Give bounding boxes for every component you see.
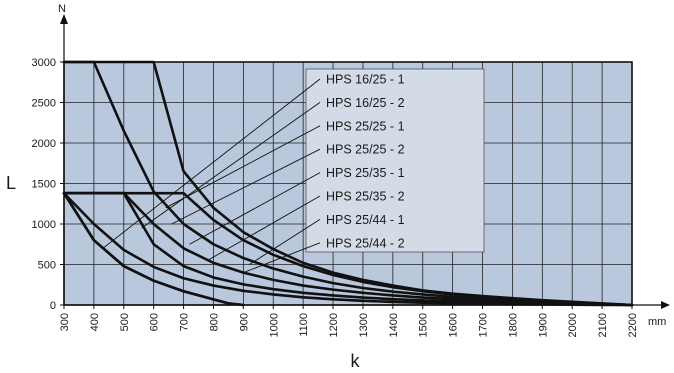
x-tick-label: 1000	[268, 313, 280, 337]
x-tick-label: 700	[179, 313, 191, 331]
x-tick-label: 2100	[597, 313, 609, 337]
legend-box	[305, 68, 485, 253]
y-tick-labels: 0 500 1000 1500 2000 2500 3000	[32, 57, 64, 312]
x-tick-label: 500	[119, 313, 131, 331]
y-axis-unit: N	[58, 3, 66, 15]
legend-label: HPS 25/25 - 1	[326, 119, 405, 133]
y-tick-label: 3000	[32, 57, 56, 69]
leader-line	[189, 172, 321, 245]
y-tick-label: 0	[50, 300, 56, 312]
legend: HPS 16/25 - 1 HPS 16/25 - 2 HPS 25/25 - 1 H…	[305, 68, 485, 253]
x-tick-label: 2200	[627, 313, 639, 337]
y-tick-label: 1000	[32, 219, 56, 231]
x-tick-label: 1900	[537, 313, 549, 337]
x-tick-label: 1700	[478, 313, 490, 337]
leader-line	[141, 102, 321, 229]
x-tick-label: 2000	[567, 313, 579, 337]
leader-line	[171, 148, 321, 225]
x-axis-unit: mm	[648, 316, 666, 328]
leader-line	[249, 219, 321, 265]
series-line	[62, 191, 634, 307]
x-tick-label: 600	[149, 313, 161, 331]
x-tick-label: 900	[238, 313, 250, 331]
y-axis-label: L	[6, 173, 16, 193]
series-line	[62, 191, 245, 307]
y-tick-label: 2500	[32, 98, 56, 110]
x-tick-label: 1600	[448, 313, 460, 337]
x-tick-label: 1300	[358, 313, 370, 337]
y-tick-label: 1500	[32, 179, 56, 191]
x-tick-label: 1800	[507, 313, 519, 337]
x-tick-label: 300	[59, 313, 71, 331]
x-tick-label: 1100	[298, 313, 310, 337]
leader-line	[165, 125, 321, 209]
x-tick-label: 1200	[328, 313, 340, 337]
legend-label: HPS 25/35 - 2	[326, 190, 405, 204]
legend-leader-lines	[102, 78, 321, 274]
legend-label: HPS 16/25 - 1	[326, 73, 405, 87]
y-tick-label: 500	[38, 260, 56, 272]
legend-label: HPS 25/35 - 1	[326, 166, 405, 180]
x-tick-label: 800	[208, 313, 220, 331]
legend-label: HPS 25/44 - 1	[326, 213, 405, 227]
x-axis-arrow	[661, 301, 670, 309]
legend-label: HPS 25/44 - 2	[326, 236, 405, 250]
x-tick-labels: 300 400 500 600 700 800 900 1000 1100 1200 1300 140…	[59, 305, 639, 337]
series-curves	[62, 60, 634, 307]
axes	[60, 14, 670, 309]
legend-label: HPS 25/25 - 2	[326, 143, 405, 157]
x-tick-label: 1400	[388, 313, 400, 337]
y-axis-arrow	[60, 14, 68, 24]
x-tick-label: 1500	[418, 313, 430, 337]
x-tick-label: 400	[89, 313, 101, 331]
legend-label: HPS 16/25 - 2	[326, 96, 405, 110]
x-axis-label: k	[351, 351, 361, 371]
y-tick-label: 2000	[32, 138, 56, 150]
